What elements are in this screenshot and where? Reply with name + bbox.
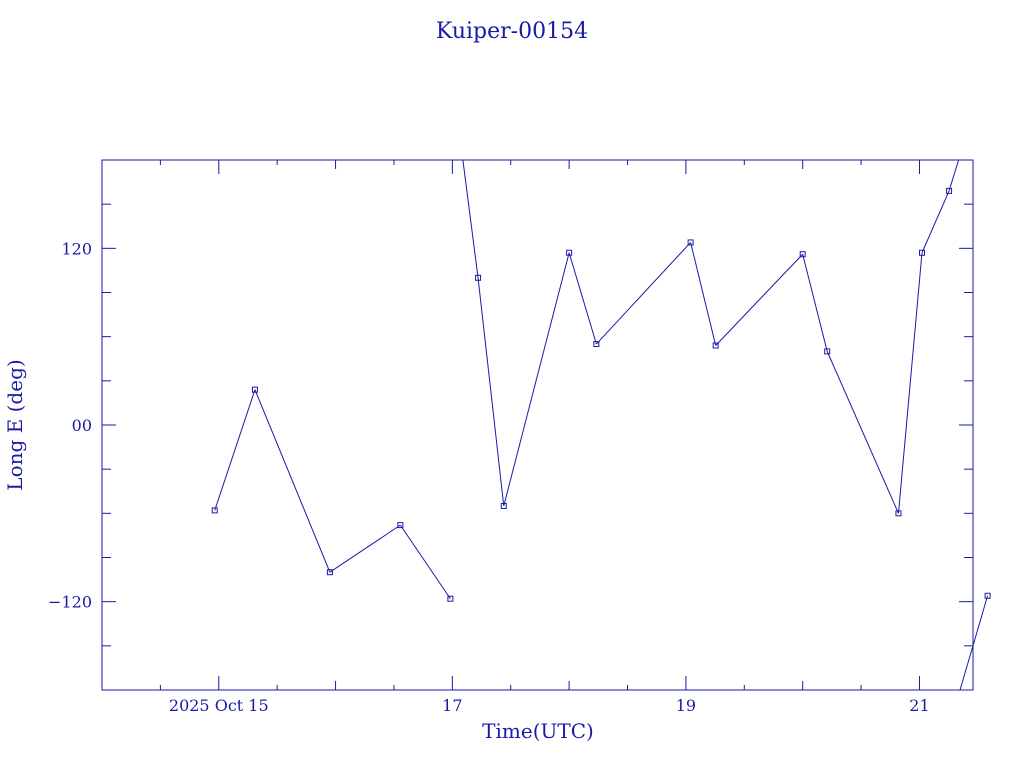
data-point [799, 251, 806, 258]
data-point [475, 274, 482, 281]
series-line-segment [254, 389, 331, 573]
series-line-segment [329, 524, 401, 573]
data-point [211, 507, 218, 514]
series-line-segment [948, 159, 960, 192]
series-line-segment [214, 389, 256, 511]
x-tick-label: 21 [909, 696, 929, 715]
series-lines [214, 159, 989, 691]
data-point [824, 348, 831, 355]
data-point [500, 502, 507, 509]
data-point [918, 249, 925, 256]
y-axis-title: Long E (deg) [3, 359, 27, 490]
data-point [984, 592, 991, 599]
x-tick-label: 19 [676, 696, 696, 715]
series-line-segment [802, 254, 828, 352]
series-line-segment [462, 159, 479, 278]
y-tick-label: 00 [72, 416, 92, 435]
series-points [211, 187, 991, 602]
x-axis-ticks [101, 160, 920, 690]
series-line-segment [715, 253, 804, 346]
data-point [447, 595, 454, 602]
series-line-segment [477, 277, 505, 507]
series-line-segment [399, 524, 451, 600]
series-line-segment [826, 351, 899, 514]
x-axis-tick-labels: 2025 Oct 15 17 19 21 [169, 696, 930, 715]
series-line-segment [959, 595, 989, 691]
series-line-segment [503, 252, 570, 507]
x-tick-label: 2025 Oct 15 [169, 696, 269, 715]
data-point [687, 239, 694, 246]
y-axis-ticks [102, 159, 973, 691]
series-line-segment [596, 242, 691, 345]
data-point [946, 187, 953, 194]
data-point [566, 249, 573, 256]
y-axis-tick-labels: 120 00 −120 [48, 239, 92, 611]
series-line-segment [897, 252, 923, 514]
y-tick-label: 120 [61, 239, 92, 258]
series-line-segment [921, 190, 950, 253]
data-point [251, 386, 258, 393]
series-line-segment [690, 242, 717, 346]
x-axis-title: Time(UTC) [482, 719, 594, 743]
chart-title: Kuiper-00154 [436, 19, 588, 44]
series-line-segment [568, 252, 597, 345]
data-point [895, 510, 902, 517]
data-point [593, 341, 600, 348]
plot-frame [101, 159, 974, 691]
y-tick-label: −120 [48, 593, 92, 612]
x-tick-label: 17 [442, 696, 462, 715]
data-point [712, 342, 719, 349]
data-point [397, 522, 404, 529]
data-point [326, 569, 333, 576]
